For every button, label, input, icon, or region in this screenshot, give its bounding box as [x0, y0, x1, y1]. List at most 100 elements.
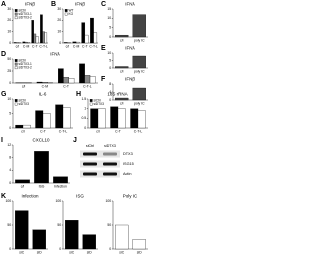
y-tick-label: 30 — [57, 7, 61, 11]
blot-band — [83, 172, 97, 176]
x-tick-label: C-T — [63, 84, 69, 88]
legend-swatch — [89, 99, 93, 102]
legend-label: siCtrl — [19, 8, 27, 12]
x-tick-label: C-T-L — [134, 129, 143, 133]
y-tick-label: 30 — [7, 7, 11, 11]
bar — [58, 68, 64, 84]
bar — [81, 22, 86, 44]
bar — [22, 41, 26, 44]
y-tick-label: 0 — [84, 126, 86, 130]
y-tick-label: 0 — [9, 247, 11, 251]
bar — [117, 108, 126, 129]
bar — [97, 108, 106, 129]
lane-label: siDTX3 — [104, 144, 116, 148]
y-tick-label: 50 — [7, 57, 11, 61]
x-tick-label: C-T — [40, 129, 46, 133]
panel-letter: H — [76, 91, 81, 98]
bar — [79, 63, 85, 84]
x-tick-label: C-T — [32, 44, 38, 48]
panel-letter: J — [73, 137, 77, 144]
blot-band — [103, 162, 117, 166]
x-tick-label: siD — [137, 250, 142, 254]
bar — [33, 33, 37, 44]
bar — [15, 124, 24, 129]
y-tick-label: 0 — [109, 247, 111, 251]
y-tick-label: 15 — [107, 7, 111, 11]
bar — [137, 110, 146, 129]
bar — [65, 220, 79, 250]
x-tick-label: poly IC — [134, 69, 145, 73]
y-tick-label: 5 — [109, 26, 111, 30]
bar — [132, 87, 146, 101]
y-tick-label: 100 — [6, 199, 12, 203]
bar — [13, 42, 17, 44]
bar — [115, 34, 129, 38]
chart-title: ISG — [76, 194, 84, 199]
bar — [53, 176, 68, 184]
bar — [32, 229, 46, 250]
y-tick-label: 20 — [57, 18, 61, 22]
chart-title: 18S rRNA — [107, 92, 127, 97]
panel-letter: A — [1, 1, 6, 8]
x-tick-label: C-T — [82, 44, 88, 48]
panel-letter: G — [1, 91, 7, 98]
x-tick-label: C-M — [42, 84, 49, 88]
x-tick-label: siC — [19, 250, 24, 254]
panel-letter: D — [1, 51, 6, 58]
y-tick-label: 50 — [7, 223, 11, 227]
lane-label: siCtrl — [86, 144, 94, 148]
bar — [42, 82, 48, 84]
x-tick-label: siC — [119, 250, 124, 254]
bar — [63, 77, 69, 84]
bar — [130, 108, 139, 129]
y-tick-label: 8 — [9, 156, 11, 160]
legend-swatch — [14, 102, 18, 106]
legend-swatch — [14, 59, 18, 62]
bar — [90, 108, 99, 129]
legend-swatch — [14, 66, 18, 70]
bar — [75, 41, 80, 44]
bar — [40, 14, 43, 44]
bar — [90, 17, 94, 44]
y-tick-label: 0 — [9, 41, 11, 45]
x-tick-label: c/l — [16, 44, 20, 48]
legend-label: siCtrl — [94, 98, 102, 102]
x-tick-label: c/l — [120, 38, 124, 42]
y-tick-label: 0 — [9, 81, 11, 85]
bar — [132, 14, 146, 38]
y-tick-label: 100 — [56, 199, 62, 203]
panel-letter: K — [1, 193, 6, 200]
chart-title: Poly IC — [123, 194, 138, 199]
y-tick-label: 0 — [9, 181, 11, 185]
x-tick-label: C-T-L — [83, 84, 92, 88]
bar — [89, 76, 96, 84]
bar — [42, 31, 45, 44]
chart-title: IFNλ — [125, 2, 135, 7]
x-tick-label: poly IC — [134, 38, 145, 42]
y-tick-label: 1.5 — [81, 97, 86, 101]
y-tick-label: 0 — [59, 41, 61, 45]
y-tick-label: 0 — [59, 247, 61, 251]
bar — [68, 78, 75, 84]
y-tick-label: 20 — [7, 18, 11, 22]
legend-label: siDTX3-2 — [19, 16, 33, 20]
y-tick-label: 10 — [107, 16, 111, 20]
x-tick-label: C-T-L — [89, 44, 98, 48]
y-tick-label: 50 — [107, 223, 111, 227]
bar — [115, 224, 129, 250]
legend-label: siDTX3-1 — [19, 12, 33, 16]
blot-band — [103, 172, 117, 176]
legend-swatch — [14, 12, 18, 16]
bar — [62, 107, 71, 129]
y-tick-label: 50 — [57, 223, 61, 227]
x-tick-label: C-T — [115, 129, 121, 133]
legend-label: siDTX3 — [19, 102, 30, 106]
x-tick-label: siD — [87, 250, 92, 254]
bar — [115, 66, 129, 69]
bar — [35, 110, 44, 129]
bar — [63, 42, 68, 44]
y-tick-label: 4 — [109, 90, 111, 94]
bar — [22, 124, 31, 129]
bar — [115, 97, 129, 101]
